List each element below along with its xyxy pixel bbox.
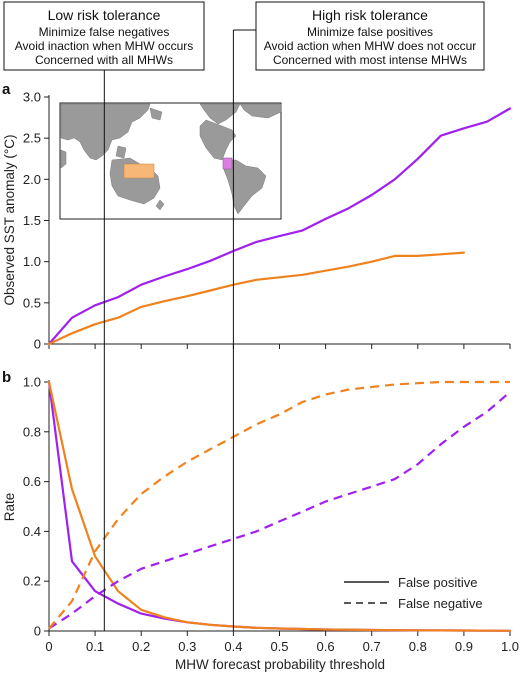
callout-high-risk: High risk tolerance Minimize false posit… [255, 1, 485, 71]
panel-b-x-tick-label: 0.8 [409, 639, 427, 654]
eastern-pacific-region-icon [222, 157, 233, 170]
legend-solid-label: False positive [398, 575, 477, 590]
panel-b-x-tick-label: 1.0 [501, 639, 519, 654]
callout-high-title: High risk tolerance [312, 7, 428, 23]
panel-a-y-tick-label: 2.5 [23, 131, 41, 146]
panel-b-series-orange-solid [47, 380, 512, 632]
panel-a-y-axis-label: Observed SST anomaly (°C) [2, 135, 17, 306]
callout-low-risk: Low risk tolerance Minimize false negati… [3, 1, 205, 71]
panel-a-y-tick-label: 1.0 [23, 254, 41, 269]
panel-b: 0 0.2 0.4 0.6 0.8 1.0 0 0.1 0.2 0.3 0.4 0.5 0.6 0.7 0.… [23, 375, 519, 655]
callout-low-box [3, 1, 205, 71]
panel-b-series [47, 380, 512, 632]
world-map-continents-icon [60, 103, 282, 215]
panel-a-y-tick-label: 0 [34, 337, 41, 352]
panel-a-label: a [2, 81, 11, 98]
panel-b-x-tick-label: 0 [45, 639, 52, 654]
callout-high-box [255, 1, 485, 71]
panel-a-y-tick-label: 2.0 [23, 172, 41, 187]
panel-b-x-tick-label: 0.5 [270, 639, 288, 654]
callout-low-line-1: Minimize false negatives [39, 25, 170, 39]
panel-b-series-purple-solid [47, 380, 512, 632]
panel-a-series-purple-solid [47, 107, 512, 346]
panel-b-x-tick-label: 0.3 [178, 639, 196, 654]
panel-b-x-tick-label: 0.6 [317, 639, 335, 654]
panel-b-y-tick-label: 0 [34, 624, 41, 639]
panel-b-x-tick-label: 0.2 [132, 639, 150, 654]
callout-low-title: Low risk tolerance [48, 7, 161, 23]
callout-low-line-3: Concerned with all MHWs [35, 53, 173, 67]
panel-a-y-tick-label: 3.0 [23, 90, 41, 105]
legend-dashed-label: False negative [398, 596, 483, 611]
callout-low-line-2: Avoid inaction when MHW occurs [15, 39, 194, 53]
callout-high-line-2: Avoid action when MHW does not occur [264, 39, 477, 53]
panel-b-series-orange-dashed [48, 380, 510, 630]
panel-b-y-axis-label: Rate [2, 493, 17, 522]
panel-b-y-tick-label: 0.8 [23, 424, 41, 439]
panel-a: 0 0.5 1.0 1.5 2.0 2.5 3.0 [23, 90, 512, 352]
callout-high-line-3: Concerned with most intense MHWs [273, 53, 467, 67]
panel-b-x-tick-label: 0.1 [86, 639, 104, 654]
map-inset [59, 102, 282, 220]
panel-b-y-tick-label: 0.6 [23, 474, 41, 489]
threshold-markers [103, 29, 256, 631]
panel-a-y-tick-label: 1.5 [23, 213, 41, 228]
panel-b-series-purple-dashed [48, 391, 511, 630]
western-pacific-region-icon [123, 163, 155, 179]
panel-b-x-tick-label: 0.4 [224, 639, 242, 654]
panel-a-y-tick-label: 0.5 [23, 295, 41, 310]
legend: False positive False negative [344, 575, 483, 611]
panel-b-axes: 0 0.2 0.4 0.6 0.8 1.0 0 0.1 0.2 0.3 0.4 0.5 0.6 0.7 0.… [23, 375, 519, 655]
x-axis-label: MHW forecast probability threshold [175, 657, 385, 672]
panel-b-y-tick-label: 0.2 [23, 574, 41, 589]
panel-b-x-tick-label: 0.7 [363, 639, 381, 654]
panel-a-axes: 0 0.5 1.0 1.5 2.0 2.5 3.0 [23, 90, 511, 352]
panel-b-y-tick-label: 1.0 [23, 375, 41, 390]
panel-a-series-orange-solid [47, 251, 465, 346]
panel-b-y-tick-label: 0.4 [23, 524, 41, 539]
panel-b-x-tick-label: 0.9 [455, 639, 473, 654]
callout-high-line-1: Minimize false positives [307, 25, 433, 39]
panel-a-series [47, 107, 512, 346]
panel-b-label: b [2, 369, 11, 386]
